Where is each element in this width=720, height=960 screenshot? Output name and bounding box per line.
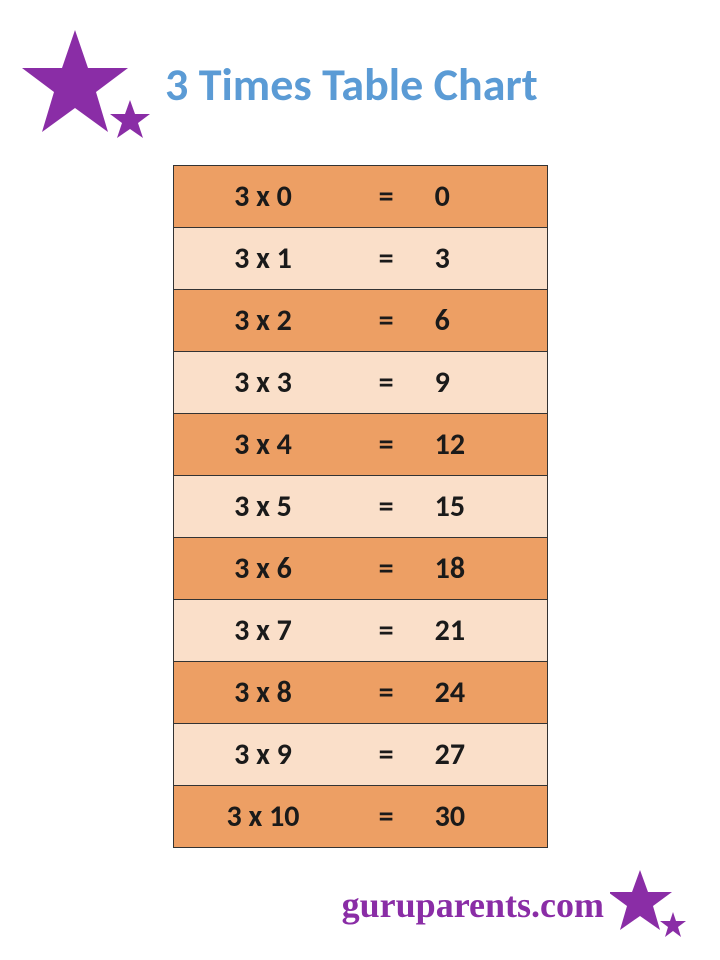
- result-cell: 24: [420, 674, 547, 711]
- result-cell: 27: [420, 736, 547, 773]
- equals-cell: =: [353, 550, 420, 587]
- table-container: 3 x 0=03 x 1=33 x 2=63 x 3=93 x 4=123 x …: [0, 165, 720, 848]
- star-small-icon: [110, 100, 150, 138]
- star-large-icon: [22, 30, 128, 132]
- equals-cell: =: [353, 240, 420, 277]
- equals-cell: =: [353, 488, 420, 525]
- expression-cell: 3 x 9: [174, 736, 353, 773]
- star-icon-group-top: [20, 30, 150, 140]
- footer: guruparents.com: [342, 870, 690, 940]
- equals-cell: =: [353, 674, 420, 711]
- result-cell: 30: [420, 798, 547, 835]
- expression-cell: 3 x 3: [174, 364, 353, 401]
- equals-cell: =: [353, 736, 420, 773]
- expression-cell: 3 x 6: [174, 550, 353, 587]
- table-row: 3 x 6=18: [173, 538, 547, 600]
- result-cell: 18: [420, 550, 547, 587]
- result-cell: 9: [420, 364, 547, 401]
- result-cell: 15: [420, 488, 547, 525]
- result-cell: 6: [420, 302, 547, 339]
- expression-cell: 3 x 8: [174, 674, 353, 711]
- star-small-icon: [660, 912, 686, 937]
- result-cell: 3: [420, 240, 547, 277]
- table-row: 3 x 4=12: [173, 414, 547, 476]
- expression-cell: 3 x 1: [174, 240, 353, 277]
- page-title: 3 Times Table Chart: [165, 57, 538, 113]
- equals-cell: =: [353, 798, 420, 835]
- expression-cell: 3 x 7: [174, 612, 353, 649]
- result-cell: 0: [420, 178, 547, 215]
- table-row: 3 x 9=27: [173, 724, 547, 786]
- table-row: 3 x 10=30: [173, 786, 547, 848]
- table-row: 3 x 5=15: [173, 476, 547, 538]
- star-icon-group-bottom: [610, 870, 690, 940]
- result-cell: 21: [420, 612, 547, 649]
- times-table: 3 x 0=03 x 1=33 x 2=63 x 3=93 x 4=123 x …: [173, 165, 548, 848]
- expression-cell: 3 x 5: [174, 488, 353, 525]
- expression-cell: 3 x 10: [174, 798, 353, 835]
- equals-cell: =: [353, 178, 420, 215]
- result-cell: 12: [420, 426, 547, 463]
- table-row: 3 x 3=9: [173, 352, 547, 414]
- equals-cell: =: [353, 364, 420, 401]
- table-row: 3 x 0=0: [173, 166, 547, 228]
- table-row: 3 x 1=3: [173, 228, 547, 290]
- expression-cell: 3 x 2: [174, 302, 353, 339]
- equals-cell: =: [353, 612, 420, 649]
- footer-brand: guruparents.com: [342, 884, 604, 926]
- expression-cell: 3 x 0: [174, 178, 353, 215]
- table-row: 3 x 7=21: [173, 600, 547, 662]
- equals-cell: =: [353, 302, 420, 339]
- expression-cell: 3 x 4: [174, 426, 353, 463]
- table-row: 3 x 2=6: [173, 290, 547, 352]
- table-row: 3 x 8=24: [173, 662, 547, 724]
- header: 3 Times Table Chart: [0, 0, 720, 160]
- equals-cell: =: [353, 426, 420, 463]
